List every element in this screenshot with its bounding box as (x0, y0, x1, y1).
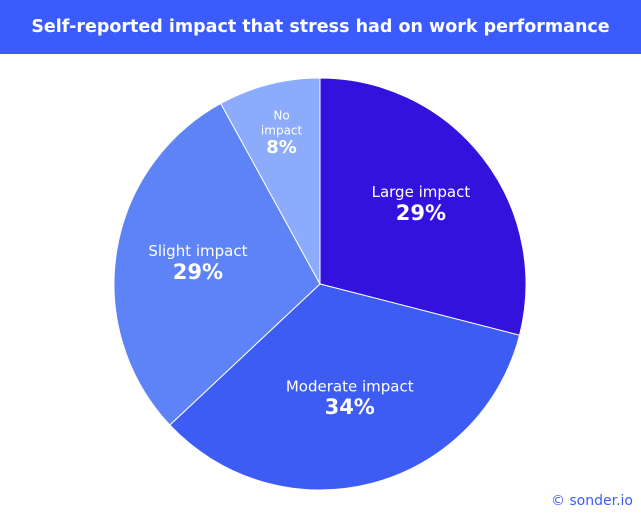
slice-label: No (273, 108, 289, 122)
slice-value-label: 29% (173, 260, 223, 284)
slice-label: impact (261, 123, 303, 137)
slice-value-label: 34% (325, 395, 375, 419)
source-credit: © sonder.io (550, 493, 633, 509)
pie-slice-no-impact (220, 77, 321, 285)
slice-value-label: 29% (396, 201, 446, 225)
pie-slice-slight-impact (113, 102, 321, 426)
slice-label: Large impact (372, 183, 471, 201)
title-bar: Self-reported impact that stress had on … (0, 0, 641, 54)
slice-label: Moderate impact (286, 377, 414, 395)
slice-label: Slight impact (148, 242, 247, 260)
slice-value-label: 8% (266, 137, 297, 158)
pie-slice-moderate-impact (169, 283, 521, 491)
pie-slice-large-impact (319, 77, 527, 336)
chart-title: Self-reported impact that stress had on … (31, 17, 610, 37)
